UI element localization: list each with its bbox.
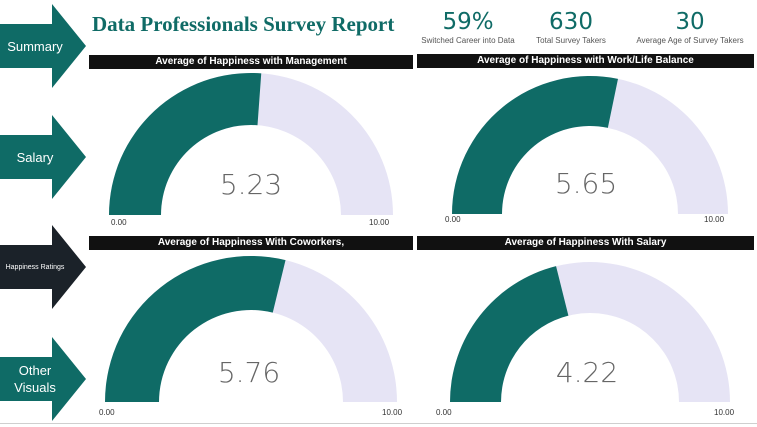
kpi-label: Average Age of Survey Takers — [636, 36, 744, 45]
gauge-max-label: 10.00 — [369, 218, 390, 227]
gauge-chart — [109, 73, 393, 216]
bottom-divider — [0, 423, 757, 424]
gauge-fill — [452, 76, 618, 214]
gauge-fill — [105, 255, 286, 402]
gauge-title: Average of Happiness With Salary — [417, 236, 754, 250]
gauge-title: Average of Happiness with Work/Life Bala… — [417, 54, 754, 68]
gauge-title: Average of Happiness with Management — [89, 55, 413, 69]
gauge-value: 5.76 — [217, 356, 281, 389]
kpi-label: Switched Career into Data — [421, 36, 515, 45]
kpi-value: 59% — [442, 9, 494, 35]
arrow-shape — [0, 4, 86, 88]
arrow-shape — [0, 115, 86, 199]
gauge-happiness-coworkers: Average of Happiness With Coworkers, 5.7… — [89, 236, 413, 418]
nav-summary-label: Summary — [7, 38, 63, 54]
kpi-average-age: 30 Average Age of Survey Takers — [626, 8, 754, 46]
gauge-max-label: 10.00 — [714, 408, 735, 417]
gauge-happiness-salary: Average of Happiness With Salary 4.22 0.… — [417, 236, 754, 418]
nav-happiness-ratings-button[interactable]: Happiness Ratings — [0, 225, 86, 309]
gauge-min-label: 0.00 — [99, 408, 115, 417]
kpi-total-survey-takers: 630 Total Survey Takers — [528, 8, 614, 46]
arrow-shape — [0, 337, 86, 421]
nav-salary-label: Salary — [16, 149, 54, 165]
arrow-shape — [0, 225, 86, 309]
gauge-happiness-management: Average of Happiness with Management 5.2… — [89, 55, 413, 230]
gauge-title: Average of Happiness With Coworkers, — [89, 236, 413, 250]
gauge-min-label: 0.00 — [111, 218, 127, 227]
gauge-value: 5.23 — [219, 168, 283, 201]
nav-other-visuals-button[interactable]: Other Visuals — [0, 337, 86, 421]
gauge-fill — [450, 266, 569, 402]
gauge-max-label: 10.00 — [704, 215, 725, 224]
nav-summary-button[interactable]: Summary — [0, 4, 86, 88]
gauge-value: 4.22 — [555, 356, 619, 389]
gauge-max-label: 10.00 — [382, 408, 403, 417]
gauge-value: 5.65 — [554, 167, 618, 200]
gauge-chart — [450, 262, 730, 402]
nav-other-visuals-label: Other Visuals — [14, 363, 56, 395]
gauge-chart — [105, 255, 397, 402]
kpi-value: 30 — [675, 9, 705, 35]
nav-happiness-ratings-label: Happiness Ratings — [5, 263, 65, 271]
gauge-fill — [109, 73, 262, 216]
kpi-label: Total Survey Takers — [536, 36, 606, 45]
nav-salary-button[interactable]: Salary — [0, 115, 86, 199]
gauge-happiness-work-life-balance: Average of Happiness with Work/Life Bala… — [417, 54, 754, 230]
page-title: Data Professionals Survey Report — [92, 12, 395, 36]
gauge-min-label: 0.00 — [445, 215, 461, 224]
gauge-chart — [452, 76, 728, 214]
kpi-switched-career: 59% Switched Career into Data — [412, 8, 524, 46]
gauge-min-label: 0.00 — [436, 408, 452, 417]
kpi-value: 630 — [549, 9, 593, 35]
